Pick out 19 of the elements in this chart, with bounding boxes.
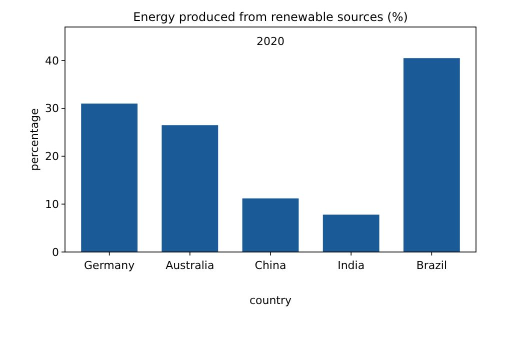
y-tick-label: 10 xyxy=(45,198,59,211)
chart-title: Energy produced from renewable sources (%) xyxy=(133,10,408,24)
y-tick-label: 30 xyxy=(45,102,59,116)
x-tick-label: China xyxy=(254,259,286,272)
bar xyxy=(81,104,138,252)
x-axis-title: country xyxy=(249,294,292,307)
y-tick-label: 20 xyxy=(45,150,59,164)
text: 2020 xyxy=(256,35,284,48)
y-axis-title: percentage xyxy=(28,108,41,171)
x-tick-label: Australia xyxy=(166,259,214,272)
bar xyxy=(322,214,380,252)
x-tick-label: India xyxy=(338,259,365,272)
bar xyxy=(242,198,299,252)
x-tick-label: Germany xyxy=(84,259,136,272)
bar xyxy=(162,125,218,252)
bar xyxy=(403,58,460,252)
y-tick-label: 0 xyxy=(52,246,59,259)
y-tick-label: 40 xyxy=(45,54,59,68)
x-tick-label: Brazil xyxy=(416,259,448,272)
